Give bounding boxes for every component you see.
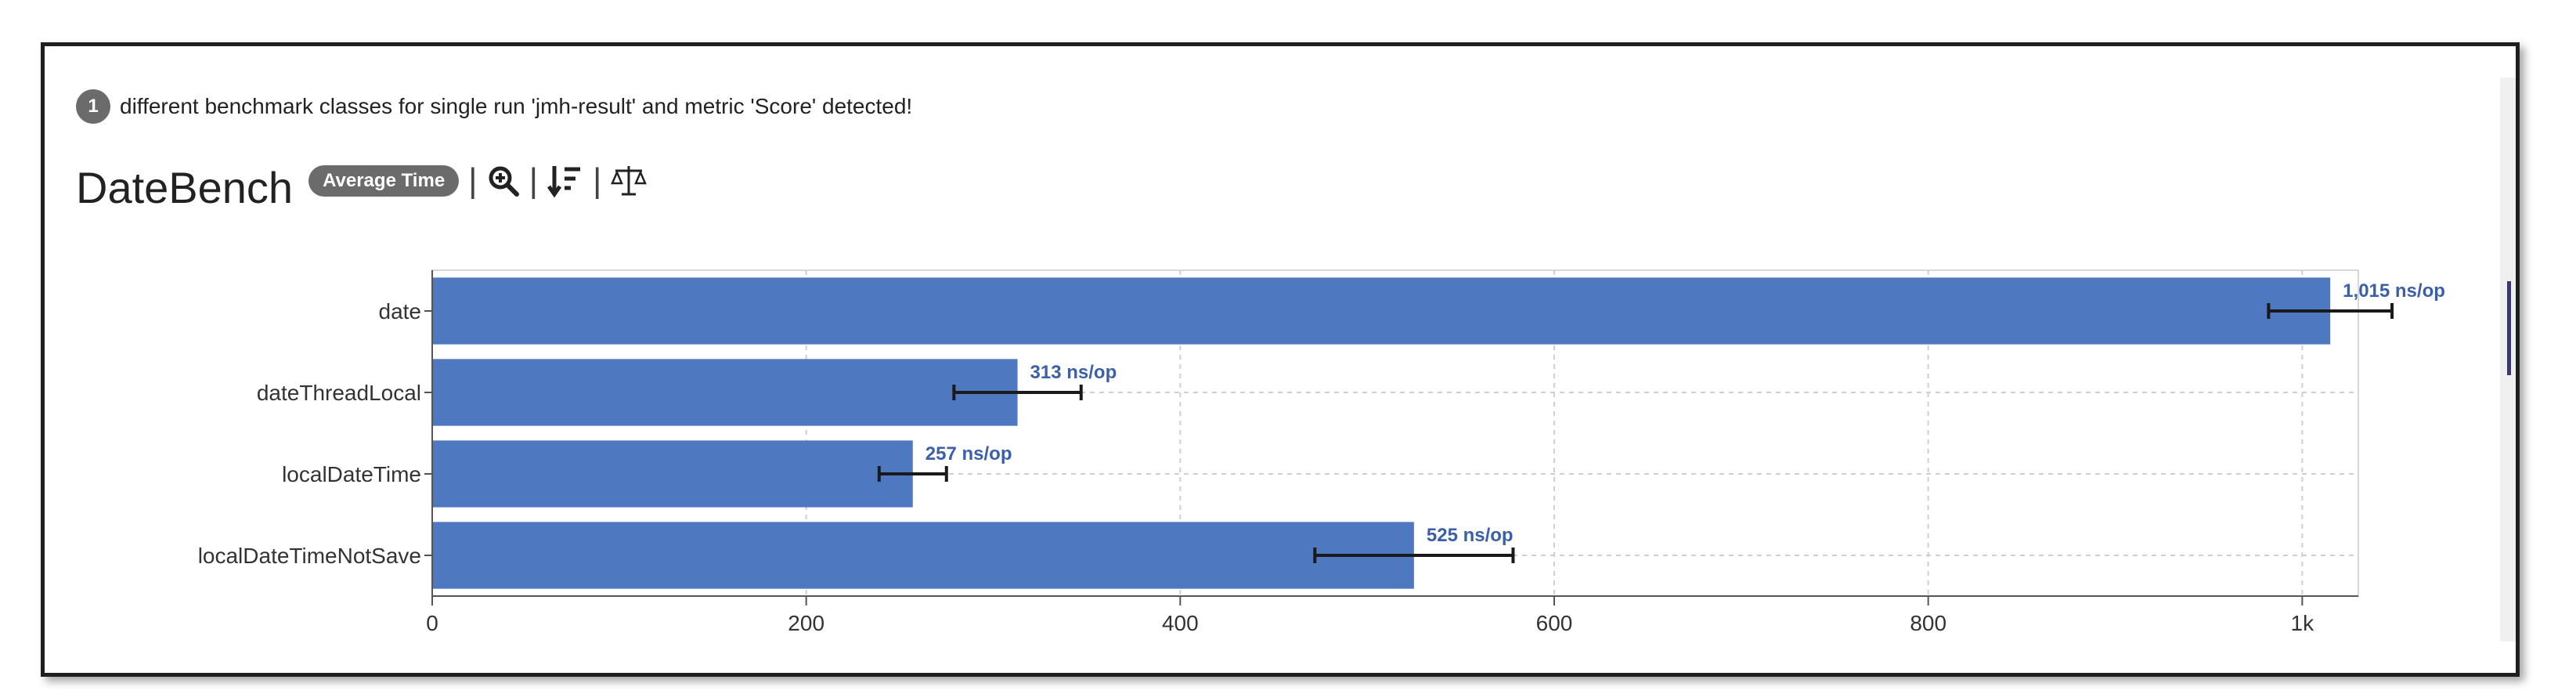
toolbar-separator: | <box>593 161 602 200</box>
notice-text: different benchmark classes for single r… <box>120 94 913 118</box>
data-label: 1,015 ns/op <box>2343 280 2445 302</box>
bar <box>432 277 2331 345</box>
sort-icon[interactable] <box>547 163 583 199</box>
x-tick-label: 200 <box>788 611 824 635</box>
scrollbar-thumb[interactable] <box>2507 281 2511 375</box>
page-title: DateBench <box>76 162 294 212</box>
y-tick-label: localDateTime <box>282 462 421 486</box>
toolbar-separator: | <box>468 161 478 200</box>
x-tick-label: 800 <box>1910 611 1946 635</box>
x-tick-label: 1k <box>2291 611 2315 635</box>
compare-icon[interactable] <box>611 163 648 199</box>
bar <box>432 522 1414 589</box>
zoom-in-icon[interactable] <box>487 164 520 197</box>
data-label: 257 ns/op <box>925 443 1012 464</box>
bar <box>432 359 1018 426</box>
data-label: 525 ns/op <box>1427 525 1513 546</box>
bar-chart: 1,015 ns/op 313 ns/op 257 ns/op 525 ns/op 0… <box>198 269 2445 635</box>
toolbar-separator: | <box>529 161 539 200</box>
notice-count-badge: 1 <box>76 89 110 124</box>
notice-bar: 1 different benchmark classes for single… <box>76 89 912 125</box>
x-tick-label: 0 <box>426 611 438 635</box>
mode-badge: Average Time <box>308 165 460 197</box>
data-label: 313 ns/op <box>1030 362 1117 383</box>
x-tick-label: 400 <box>1162 611 1199 635</box>
bar <box>432 440 913 508</box>
y-tick-label: localDateTimeNotSave <box>198 544 421 568</box>
chart-axes: 0 200 400 600 800 1k date dateThreadLocal localD… <box>198 270 2358 635</box>
x-tick-label: 600 <box>1536 611 1573 635</box>
y-tick-label: dateThreadLocal <box>257 381 421 405</box>
chart-labels: 1,015 ns/op 313 ns/op 257 ns/op 525 ns/op <box>925 280 2445 546</box>
vertical-scrollbar[interactable] <box>2500 78 2516 642</box>
benchmark-panel: 1 different benchmark classes for single… <box>41 42 2520 677</box>
y-tick-label: date <box>379 299 422 324</box>
title-row: DateBench Average Time | | | <box>76 156 648 219</box>
chart-bars <box>432 277 2394 589</box>
